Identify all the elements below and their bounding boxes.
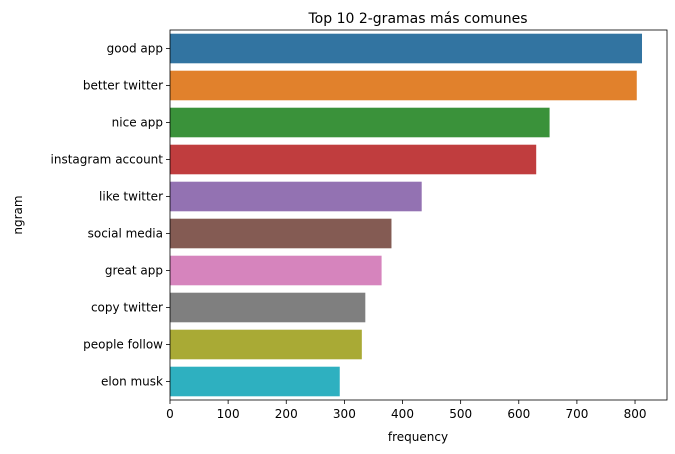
y-tick-label: like twitter — [99, 190, 163, 204]
y-tick-label: people follow — [83, 338, 163, 352]
y-tick-label: instagram account — [51, 153, 164, 167]
y-axis-label: ngram — [11, 195, 25, 234]
bar-better-twitter — [170, 70, 637, 101]
bar-elon-musk — [170, 366, 340, 397]
x-tick-label: 600 — [507, 407, 530, 421]
bar-instagram-account — [170, 144, 537, 175]
x-tick-label: 400 — [391, 407, 414, 421]
chart-title: Top 10 2-gramas más comunes — [308, 11, 528, 27]
bar-nice-app — [170, 107, 550, 138]
x-tick-label: 200 — [275, 407, 298, 421]
bar-social-media — [170, 218, 392, 249]
y-tick-label: elon musk — [101, 375, 163, 389]
bar-good-app — [170, 33, 643, 64]
x-tick-label: 500 — [449, 407, 472, 421]
y-tick-label: better twitter — [83, 79, 163, 93]
x-tick-label: 300 — [333, 407, 356, 421]
y-tick-label: great app — [105, 264, 163, 278]
x-tick-label: 0 — [166, 407, 174, 421]
plot-frame — [169, 29, 668, 401]
y-tick-label: copy twitter — [91, 301, 163, 315]
x-axis-ticks: 0 100 200 300 400 500 600 700 800 — [166, 400, 646, 421]
bar-people-follow — [170, 329, 362, 360]
x-axis-label: frequency — [388, 430, 448, 444]
bar-copy-twitter — [170, 292, 366, 323]
y-tick-label: social media — [88, 227, 163, 241]
x-tick-label: 100 — [217, 407, 240, 421]
y-tick-label: good app — [107, 42, 163, 56]
x-tick-label: 800 — [624, 407, 647, 421]
x-tick-label: 700 — [565, 407, 588, 421]
y-axis-ticks: good app better twitter nice app instagram … — [51, 42, 170, 389]
bar-great-app — [170, 255, 382, 286]
bars-group — [170, 33, 643, 397]
bar-like-twitter — [170, 181, 422, 212]
y-tick-label: nice app — [112, 116, 163, 130]
